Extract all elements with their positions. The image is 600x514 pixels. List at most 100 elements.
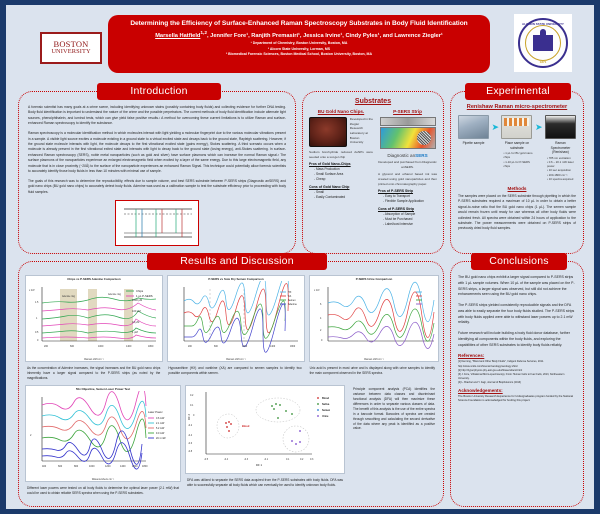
acknowledgements-text: The Boston University Research Experienc… (458, 395, 574, 403)
introduction-panel: Introduction A forensic scientist has ma… (18, 83, 296, 254)
svg-text:200: 200 (44, 345, 49, 348)
pser-strip-photo (379, 117, 436, 151)
chart3-xlabel: Raman shift cm⁻¹ (364, 358, 384, 361)
experimental-panel: Experimental Renishaw Raman micro-spectr… (450, 83, 584, 254)
svg-text:Adenine: Adenine (288, 303, 297, 306)
pser-cons-list: - Absorption of Sample - Must be Purchas… (383, 212, 437, 227)
bu-gold-chip-photo (309, 117, 347, 147)
affiliation-2: ² Alcorn State University, Lorman, MS (267, 46, 331, 51)
svg-text:1200: 1200 (105, 465, 111, 468)
bu-gold-nano-chips-column: BU Gold Nano Chips. Developed in the Zie… (309, 109, 373, 227)
flow-3-detail-5: • 10 spectra acquired (546, 176, 574, 181)
laser-power-block: 50x Objective, Semen Laser Power Test (25, 384, 181, 496)
results-banner: Results and Discussion (147, 253, 327, 270)
svg-text:6: 6 (320, 303, 322, 306)
svg-text:2: 2 (30, 434, 32, 437)
svg-text:400: 400 (42, 465, 47, 468)
substrate-photo (501, 115, 533, 139)
svg-text:5.2 mW: 5.2 mW (156, 427, 165, 430)
experimental-body: Renishaw Raman micro-spectrometer Pipett… (451, 92, 583, 238)
seal-inner-ring (525, 25, 561, 61)
references-list: [1] Denning, "Blood and Other Body Fluid… (458, 360, 576, 385)
methods-text: The samples were placed on the SERS subs… (458, 193, 576, 231)
svg-text:0: 0 (37, 339, 39, 342)
svg-text:200: 200 (188, 346, 193, 348)
svg-text:Laser Power: Laser Power (148, 410, 163, 414)
results-captions-row-1: As the concentration of Adenine increase… (25, 364, 437, 381)
coauthors: , Jennifer Fore¹, Ranjith Premasiri¹, Je… (207, 32, 443, 39)
bu-chip-pros-heading: Pros of Gold Nano-Chips (309, 162, 351, 167)
presenting-author: Marsella Hatfield (155, 32, 201, 39)
bu-chip-heading: BU Gold Nano Chips. (317, 109, 365, 114)
bu-pro-3: - Cheap (314, 177, 326, 182)
alcorn-state-seal: ALCORN STATE UNIVERSITY 1871 (514, 14, 572, 72)
svg-text:-0.2: -0.2 (188, 424, 193, 427)
jablonski-diagram-svg (124, 208, 192, 237)
poster-root: BOSTON UNIVERSITY Determining the Effici… (6, 5, 594, 509)
author-affil-marker: 1,2 (200, 30, 207, 36)
conclusion-paragraph-1: The BU gold nano chips exhibit a larger … (458, 275, 575, 297)
flow-2-detail-2: • 1-10 µL for P-SERS chips (503, 159, 530, 168)
flow-step-3-details: • 785 nm excitation • 0.6 – 20.1 mW lase… (545, 156, 576, 181)
svg-text:Urine: Urine (322, 415, 329, 418)
conclusion-paragraph-3: Future research will include building a … (458, 331, 570, 347)
substrates-body: Substrates BU Gold Nano Chips. Developed… (303, 92, 443, 233)
bu-con-1: - Small (314, 190, 324, 195)
conclusions-panel: Conclusions The BU gold nano chips exhib… (450, 253, 584, 507)
svg-text:1800: 1800 (148, 345, 154, 348)
svg-text:x 10³: x 10³ (29, 288, 35, 292)
svg-text:-0.1: -0.1 (264, 458, 269, 461)
svg-text:20.1 mW: 20.1 mW (156, 437, 166, 440)
results-row-2: 50x Objective, Semen Laser Power Test (25, 384, 437, 496)
flow-3-detail-3: • 10 sec acquisition (546, 168, 571, 173)
reference-2[interactable]: [2] http://hyperphysics.phy-astr.gsu.edu… (458, 368, 523, 372)
flow-step-spectrometer: Raman Spectrometer (Renishaw) • 785 nm e… (544, 115, 576, 181)
affiliation-1: ¹ Department of Chemistry, Boston Univer… (250, 41, 348, 46)
pipette-photo (458, 115, 489, 139)
results-row-1: Chips vs P-SERS Adenine Comparison (25, 272, 439, 362)
conclusions-banner: Conclusions (471, 253, 567, 270)
bu-pro-1: - Mass Production (314, 167, 340, 172)
svg-text:HX: HX (288, 291, 292, 294)
reference-1: [1] Denning, "Blood and Other Body Fluid… (458, 360, 544, 364)
bu-logo-line1: BOSTON (53, 39, 89, 50)
conclusions-body: The BU gold nano chips exhibit a larger … (451, 262, 583, 408)
arrow-right-icon-1: ➤ (491, 122, 500, 132)
flow-step-place-sample: Place sample on substrate • 1 µL for BU … (501, 115, 533, 168)
svg-text:1.5: 1.5 (35, 301, 39, 304)
chart3-title: P-SERS Urine Comparison (355, 277, 393, 281)
flow-step-3-label: Raman Spectrometer (Renishaw) (550, 141, 571, 155)
results-caption-3: Uric acid is present in most urine and i… (309, 366, 435, 375)
flow-step-2-details: • 1 µL for BU gold nano chips • 1-10 µL … (501, 151, 532, 168)
flow-3-detail-2: • 0.6 – 20.1 mW laser power (546, 160, 574, 169)
svg-text:1600: 1600 (132, 465, 138, 468)
flow-3-detail-1: • 785 nm excitation (546, 155, 571, 160)
reference-1-url[interactable]: http://www.ncids.com/forensic/serology/s… (458, 364, 518, 368)
intro-paragraph-2: Raman spectroscopy is a molecular identi… (28, 131, 286, 173)
flow-step-1-label: Pipette sample (462, 141, 485, 145)
chart4-svg: 400 600 800 1000 1200 1400 1600 1800 2 L… (26, 385, 180, 473)
results-caption-2: Hypoxanthine (HX) and xanthine (XA) are … (168, 366, 302, 375)
svg-text:0.2: 0.2 (300, 458, 304, 461)
bu-con-2: - Easily Contaminated (314, 195, 346, 200)
svg-text:1 µL P-SERS: 1 µL P-SERS (136, 294, 153, 298)
svg-text:Blood: Blood (322, 397, 330, 400)
bu-logo-line2: UNIVERSITY (51, 48, 91, 56)
svg-text:DF 2: DF 2 (187, 413, 191, 420)
pser-description: A glycerol and ethanol based ink was cre… (378, 172, 437, 186)
experimental-banner: Experimental (465, 83, 571, 100)
svg-text:0.3: 0.3 (310, 458, 314, 461)
raman-spectrometer-photo (544, 115, 576, 139)
affiliation-3: ³ Biomedical Forensic Sciences, Boston M… (226, 51, 372, 56)
svg-text:x 10³: x 10³ (314, 289, 320, 292)
svg-text:0.1: 0.1 (286, 458, 290, 461)
svg-text:XA: XA (288, 295, 292, 298)
svg-text:1800: 1800 (290, 346, 296, 348)
svg-text:-0.4: -0.4 (224, 458, 229, 461)
raman-scattering-diagram (115, 199, 199, 246)
chart4-xlabel: Wavenumbers cm⁻¹ (91, 477, 115, 481)
chart-laser-power: 50x Objective, Semen Laser Power Test (25, 384, 181, 482)
reference-4: [4] L. Brachel and Y. Itagi, Journal of … (458, 381, 522, 385)
pser-sub-caption: Developed and purchased from Diagnostic … (378, 160, 437, 169)
badge-suffix: SERS (415, 153, 428, 158)
